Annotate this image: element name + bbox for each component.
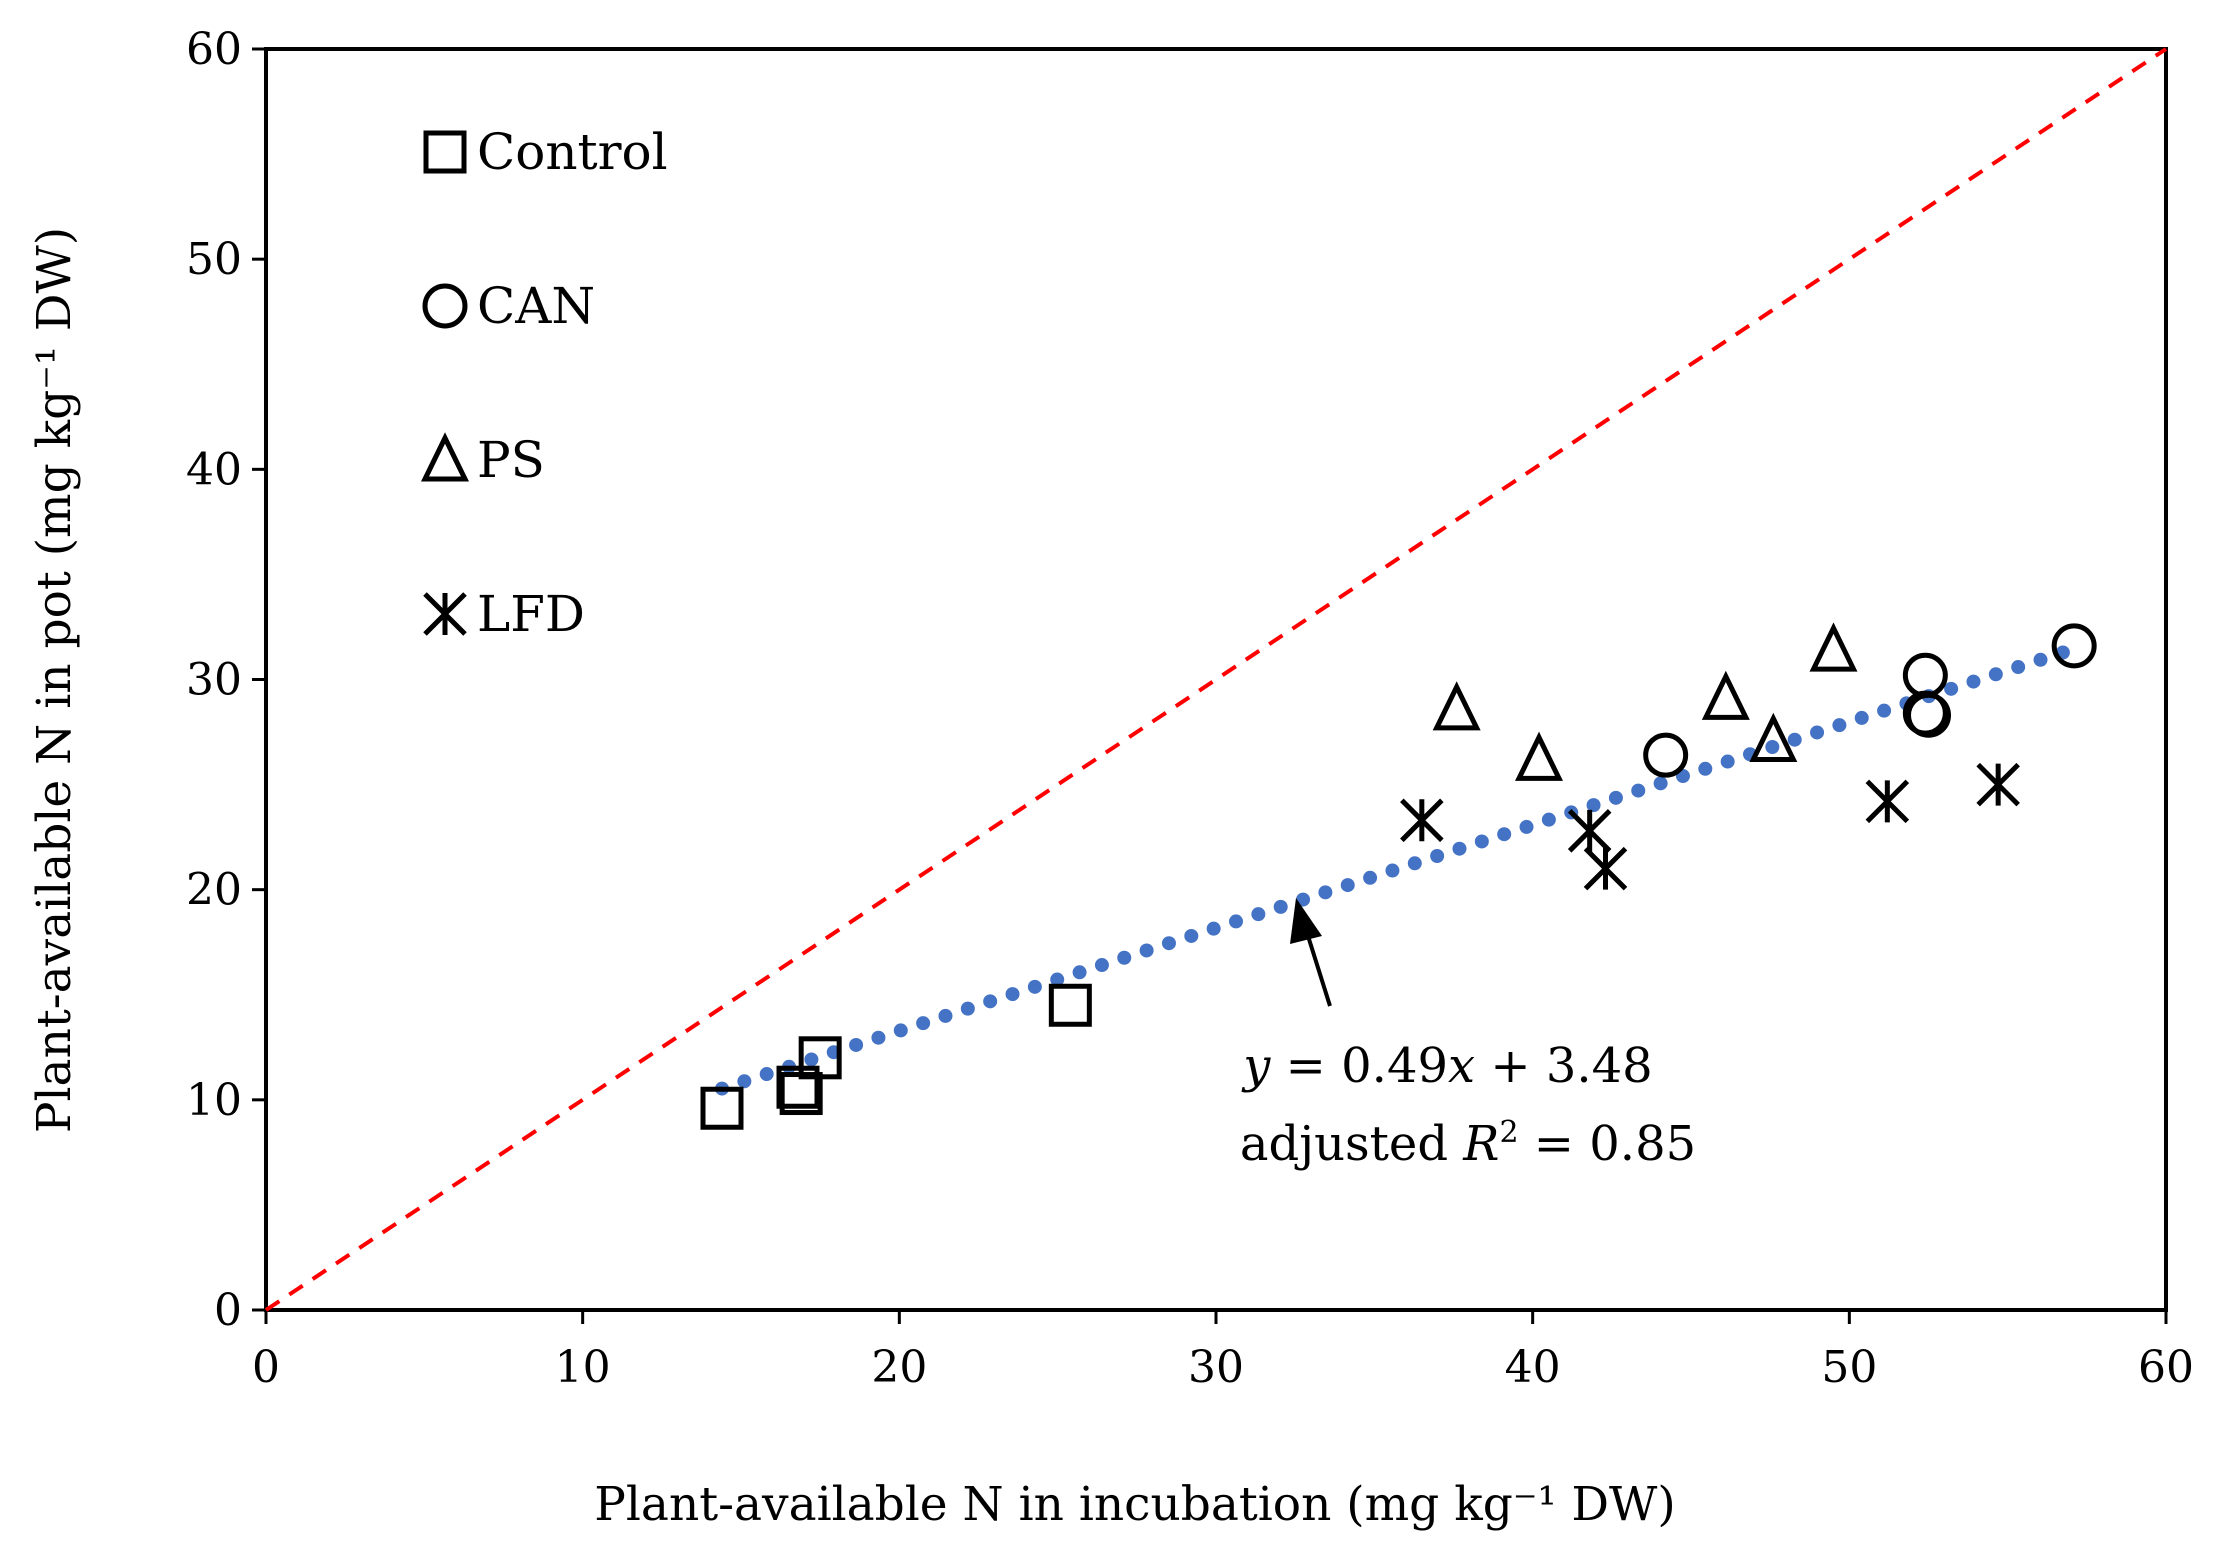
legend-label-lfd: LFD (477, 585, 585, 643)
data-point-can (1643, 732, 1689, 778)
legend-label-ps: PS (477, 431, 545, 489)
y-tick-label: 40 (186, 444, 242, 495)
data-point-can (1902, 652, 1948, 698)
data-point-can (1906, 692, 1951, 738)
x-tick-label: 20 (871, 1342, 927, 1393)
data-point-control (700, 1086, 744, 1130)
data-point-lfd (1865, 779, 1910, 824)
data-point-ps (1809, 622, 1858, 672)
legend-label-can: CAN (477, 277, 595, 335)
x-tick-label: 60 (2138, 1342, 2194, 1393)
legend-label-control: Control (477, 123, 668, 181)
data-point-ps (1749, 712, 1798, 762)
x-tick-label: 30 (1188, 1342, 1244, 1393)
x-tick-label: 50 (1821, 1342, 1877, 1393)
data-point-control (1048, 983, 1092, 1027)
data-point-lfd (1583, 846, 1628, 891)
y-tick-label: 20 (186, 865, 242, 916)
equation-label: y = 0.49x + 3.48 (1241, 1038, 1652, 1094)
legend-marker-can-icon (422, 283, 468, 329)
y-tick-label: 30 (186, 655, 242, 706)
legend-marker-lfd-icon (423, 592, 467, 636)
data-point-can (2051, 623, 2097, 669)
legend-marker-ps-icon (420, 432, 470, 482)
r2-label: adjusted R2 = 0.85 (1240, 1115, 1696, 1172)
data-point-lfd (1976, 762, 2020, 807)
legend-marker-control-icon (423, 130, 467, 174)
data-point-control (798, 1036, 842, 1080)
one-to-one-line (264, 47, 2168, 1312)
data-point-ps (1432, 681, 1481, 731)
x-tick-label: 0 (252, 1342, 280, 1393)
trendline-annotation: y = 0.49x + 3.48 adjusted R2 = 0.85 (1240, 898, 1696, 1172)
data-point-ps (1514, 731, 1564, 781)
x-axis-label: Plant-available N in incubation (mg kg⁻¹… (594, 1477, 1675, 1532)
x-tick-label: 10 (555, 1342, 611, 1393)
y-tick-label: 10 (186, 1075, 242, 1126)
y-tick-label: 50 (186, 234, 242, 285)
y-tick-label: 60 (186, 24, 242, 75)
data-point-lfd (1400, 798, 1444, 843)
y-axis-label: Plant-available N in pot (mg kg⁻¹ DW) (27, 227, 82, 1133)
x-tick-label: 40 (1505, 1342, 1561, 1393)
arrow-head-icon (1290, 898, 1322, 944)
data-point-control (776, 1065, 820, 1109)
trendline (715, 641, 2082, 1096)
y-tick-label: 0 (214, 1285, 242, 1336)
data-point-lfd (1567, 809, 1612, 853)
data-point-ps (1701, 670, 1750, 720)
